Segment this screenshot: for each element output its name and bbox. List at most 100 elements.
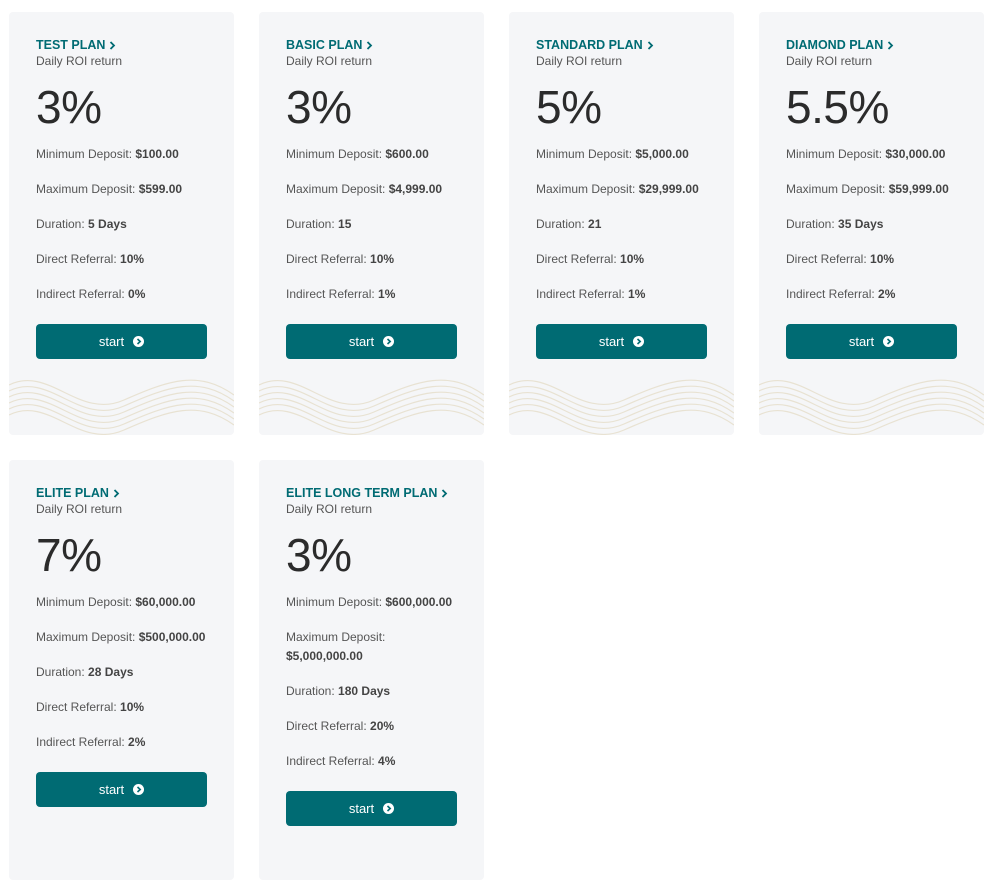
plan-detail: Maximum Deposit: $4,999.00 [286,180,464,199]
plan-details: Minimum Deposit: $600.00 Maximum Deposit:… [286,145,464,304]
plan-subtitle: Daily ROI return [536,54,623,68]
detail-value: 10% [370,252,395,266]
chevron-circle-right-icon [633,336,645,347]
start-label: start [98,334,125,349]
detail-value: $599.00 [138,182,183,196]
plan-name: ELITE PLAN [36,486,109,500]
chevron-right-icon [367,40,373,50]
plan-detail: Indirect Referral: 4% [286,752,464,771]
detail-label: Minimum Deposit: [286,147,383,161]
plan-details: Minimum Deposit: $30,000.00 Maximum Depos… [786,145,964,304]
detail-label: Duration: [786,217,835,231]
detail-value: 10% [120,252,145,266]
plan-title-link[interactable]: TEST PLAN [36,37,207,53]
start-label: start [848,334,875,349]
plan-details: Minimum Deposit: $5,000.00 Maximum Deposi… [536,145,714,304]
plan-detail: Minimum Deposit: $60,000.00 [36,593,214,612]
plan-title-link[interactable]: ELITE PLAN [36,485,207,501]
plan-detail: Minimum Deposit: $30,000.00 [786,145,964,164]
detail-value: 180 Days [338,684,391,698]
wave-pattern [759,379,984,435]
plan-name: ELITE LONG TERM PLAN [286,486,438,500]
chevron-right-icon [647,40,653,50]
detail-value: $60,000.00 [135,595,196,609]
plan-rate: 3% [36,81,102,133]
plan-detail: Duration: 15 [286,215,464,234]
detail-label: Maximum Deposit: [286,182,386,196]
start-label: start [598,334,625,349]
plan-detail: Maximum Deposit: $29,999.00 [536,180,714,199]
detail-label: Duration: [36,665,85,679]
chevron-circle-right-icon [133,336,145,347]
detail-value: 15 [338,217,352,231]
start-button[interactable]: start [36,772,207,807]
plan-card: TEST PLAN Daily ROI return 3% Minimum De… [9,12,234,435]
start-button[interactable]: start [786,324,957,359]
plan-detail: Minimum Deposit: $5,000.00 [536,145,714,164]
detail-value: $600.00 [385,147,429,161]
plan-title-link[interactable]: BASIC PLAN [286,37,457,53]
detail-label: Maximum Deposit: [36,630,136,644]
start-button[interactable]: start [286,324,457,359]
detail-label: Indirect Referral: [36,735,125,749]
detail-value: 5 Days [88,217,127,231]
plan-detail: Indirect Referral: 1% [536,285,714,304]
chevron-circle-right-icon [133,784,145,795]
plan-detail: Duration: 180 Days [286,682,464,701]
plan-detail: Indirect Referral: 0% [36,285,214,304]
start-button[interactable]: start [286,791,457,826]
plan-card: BASIC PLAN Daily ROI return 3% Minimum D… [259,12,484,435]
detail-label: Indirect Referral: [286,287,375,301]
chevron-right-icon [110,40,116,50]
plan-detail: Maximum Deposit: $500,000.00 [36,628,214,647]
detail-label: Indirect Referral: [36,287,125,301]
chevron-circle-right-icon [383,803,395,814]
plan-detail: Minimum Deposit: $600.00 [286,145,464,164]
plan-rate: 5.5% [786,81,889,133]
start-button[interactable]: start [536,324,707,359]
start-button[interactable]: start [36,324,207,359]
chevron-circle-right-icon [383,336,395,347]
detail-value: $59,999.00 [888,182,949,196]
detail-label: Direct Referral: [36,252,117,266]
chevron-right-icon [113,488,120,498]
detail-label: Minimum Deposit: [536,147,633,161]
detail-value: 2% [128,735,146,749]
detail-value: 28 Days [88,665,134,679]
plan-detail: Indirect Referral: 1% [286,285,464,304]
plan-title-link[interactable]: DIAMOND PLAN [786,37,957,53]
detail-label: Minimum Deposit: [36,147,133,161]
plan-subtitle: Daily ROI return [36,502,123,516]
start-label: start [98,782,125,797]
plan-detail: Direct Referral: 10% [36,250,214,269]
plan-title-link[interactable]: ELITE LONG TERM PLAN [286,485,457,501]
detail-label: Direct Referral: [536,252,617,266]
plan-rate: 5% [536,81,602,133]
plan-card: ELITE LONG TERM PLAN Daily ROI return 3%… [259,460,484,880]
detail-value: 21 [588,217,602,231]
detail-label: Indirect Referral: [536,287,625,301]
detail-label: Direct Referral: [286,252,367,266]
detail-label: Duration: [536,217,585,231]
plan-detail: Direct Referral: 10% [36,698,214,717]
chevron-circle-right-icon [883,336,895,347]
plan-detail: Direct Referral: 10% [536,250,714,269]
plan-detail: Indirect Referral: 2% [36,733,214,752]
plan-title-link[interactable]: STANDARD PLAN [536,37,707,53]
plan-detail: Direct Referral: 20% [286,717,464,736]
plan-detail: Maximum Deposit: $5,000,000.00 [286,628,464,666]
detail-value: $29,999.00 [638,182,699,196]
plan-detail: Minimum Deposit: $100.00 [36,145,214,164]
detail-value: 10% [870,252,895,266]
plan-detail: Direct Referral: 10% [286,250,464,269]
plan-subtitle: Daily ROI return [286,54,373,68]
start-label: start [348,334,375,349]
detail-value: $600,000.00 [385,595,453,609]
plan-detail: Duration: 5 Days [36,215,214,234]
plan-name: BASIC PLAN [286,38,363,52]
detail-label: Minimum Deposit: [286,595,383,609]
start-label: start [348,801,375,816]
detail-value: 35 Days [838,217,884,231]
chevron-right-icon [888,40,894,50]
detail-label: Direct Referral: [286,719,367,733]
